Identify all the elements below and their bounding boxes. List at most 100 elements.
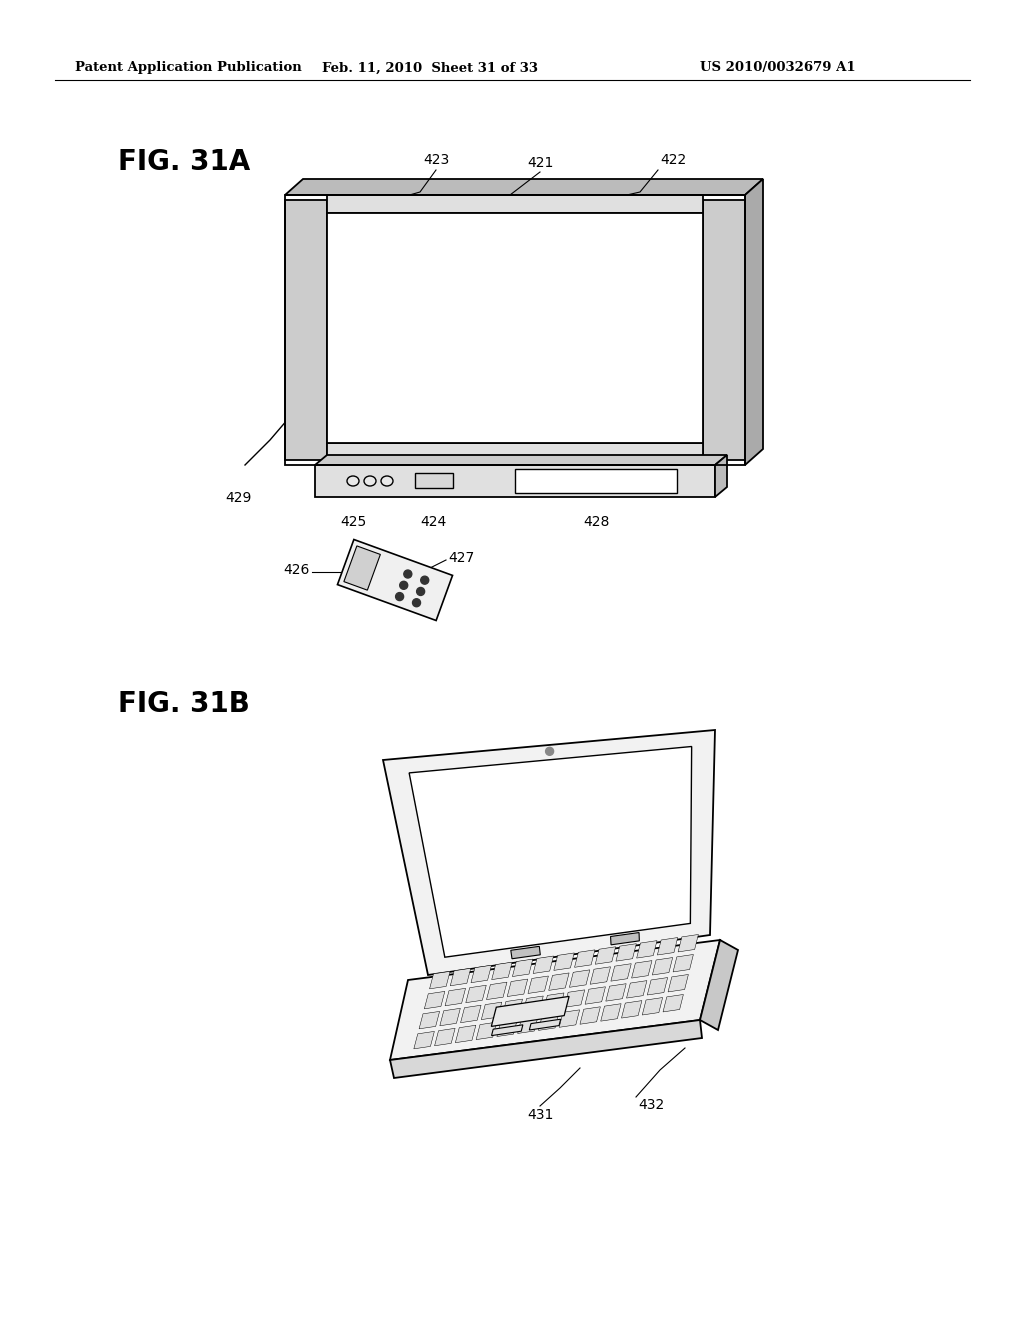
Polygon shape: [647, 978, 668, 995]
Text: 426: 426: [284, 564, 310, 577]
Polygon shape: [715, 455, 727, 498]
Polygon shape: [414, 1031, 434, 1049]
Polygon shape: [315, 455, 727, 465]
Polygon shape: [492, 962, 512, 979]
Polygon shape: [622, 1001, 642, 1018]
Polygon shape: [481, 1002, 502, 1019]
Text: Feb. 11, 2010  Sheet 31 of 33: Feb. 11, 2010 Sheet 31 of 33: [322, 62, 538, 74]
Ellipse shape: [347, 477, 359, 486]
Polygon shape: [627, 981, 647, 998]
Polygon shape: [512, 960, 532, 977]
Circle shape: [413, 599, 421, 607]
Polygon shape: [703, 201, 745, 459]
Polygon shape: [492, 1024, 523, 1036]
Polygon shape: [523, 997, 544, 1014]
Ellipse shape: [381, 477, 393, 486]
Text: 428: 428: [583, 515, 609, 529]
Polygon shape: [285, 201, 327, 459]
Polygon shape: [338, 540, 453, 620]
Text: 427: 427: [449, 550, 474, 565]
Bar: [315, 465, 715, 498]
Circle shape: [417, 587, 425, 595]
Bar: [327, 444, 703, 461]
Polygon shape: [502, 999, 522, 1016]
Polygon shape: [461, 1006, 481, 1023]
Polygon shape: [390, 940, 720, 1060]
Circle shape: [421, 576, 429, 585]
Text: US 2010/0032679 A1: US 2010/0032679 A1: [700, 62, 856, 74]
Polygon shape: [700, 940, 738, 1030]
Polygon shape: [492, 997, 569, 1027]
Polygon shape: [539, 1012, 559, 1031]
Text: 429: 429: [225, 491, 252, 506]
Text: FIG. 31B: FIG. 31B: [118, 690, 250, 718]
Circle shape: [546, 747, 554, 755]
Polygon shape: [632, 961, 652, 978]
Polygon shape: [610, 932, 639, 945]
Polygon shape: [585, 987, 605, 1005]
Polygon shape: [564, 990, 585, 1007]
Polygon shape: [486, 982, 507, 999]
Polygon shape: [559, 1010, 580, 1027]
Polygon shape: [466, 985, 486, 1003]
Polygon shape: [611, 964, 631, 981]
Polygon shape: [430, 972, 451, 989]
Ellipse shape: [364, 477, 376, 486]
Polygon shape: [456, 1026, 476, 1043]
Text: 431: 431: [526, 1107, 553, 1122]
Polygon shape: [544, 993, 564, 1010]
Polygon shape: [745, 180, 763, 465]
Polygon shape: [534, 956, 554, 973]
Text: Patent Application Publication: Patent Application Publication: [75, 62, 302, 74]
Polygon shape: [642, 998, 663, 1015]
Polygon shape: [652, 957, 673, 975]
Circle shape: [403, 570, 412, 578]
Polygon shape: [606, 983, 627, 1001]
Polygon shape: [528, 975, 549, 994]
Polygon shape: [410, 747, 691, 957]
Polygon shape: [595, 946, 615, 964]
Polygon shape: [580, 1007, 600, 1024]
Text: 422: 422: [660, 153, 686, 168]
Polygon shape: [678, 935, 698, 952]
Polygon shape: [507, 979, 527, 997]
Text: FIG. 31A: FIG. 31A: [118, 148, 250, 176]
Polygon shape: [590, 966, 610, 985]
Polygon shape: [663, 994, 683, 1012]
Polygon shape: [529, 1019, 561, 1030]
Text: 423: 423: [423, 153, 450, 168]
Circle shape: [395, 593, 403, 601]
Bar: [327, 195, 703, 213]
Polygon shape: [285, 180, 763, 195]
Bar: [327, 213, 703, 444]
Text: 425: 425: [340, 515, 367, 529]
Polygon shape: [616, 944, 636, 961]
Polygon shape: [637, 941, 657, 958]
Polygon shape: [445, 989, 466, 1006]
Text: 424: 424: [420, 515, 446, 529]
Polygon shape: [497, 1019, 517, 1036]
Polygon shape: [673, 954, 693, 972]
Circle shape: [399, 581, 408, 589]
Text: 421: 421: [526, 156, 553, 170]
Polygon shape: [476, 1022, 497, 1040]
Bar: [285, 195, 745, 465]
Polygon shape: [554, 953, 574, 970]
Polygon shape: [471, 965, 492, 982]
Polygon shape: [549, 973, 569, 990]
Polygon shape: [440, 1008, 461, 1026]
Polygon shape: [434, 1028, 455, 1045]
Text: 432: 432: [638, 1098, 665, 1111]
Polygon shape: [390, 1020, 702, 1078]
Polygon shape: [511, 946, 541, 958]
Polygon shape: [601, 1003, 622, 1022]
Polygon shape: [569, 970, 590, 987]
Polygon shape: [518, 1016, 539, 1034]
Bar: [515, 469, 677, 492]
Polygon shape: [344, 546, 380, 590]
Polygon shape: [451, 969, 471, 986]
Polygon shape: [574, 950, 595, 968]
Polygon shape: [424, 991, 444, 1008]
Polygon shape: [657, 937, 678, 954]
Polygon shape: [383, 730, 715, 975]
